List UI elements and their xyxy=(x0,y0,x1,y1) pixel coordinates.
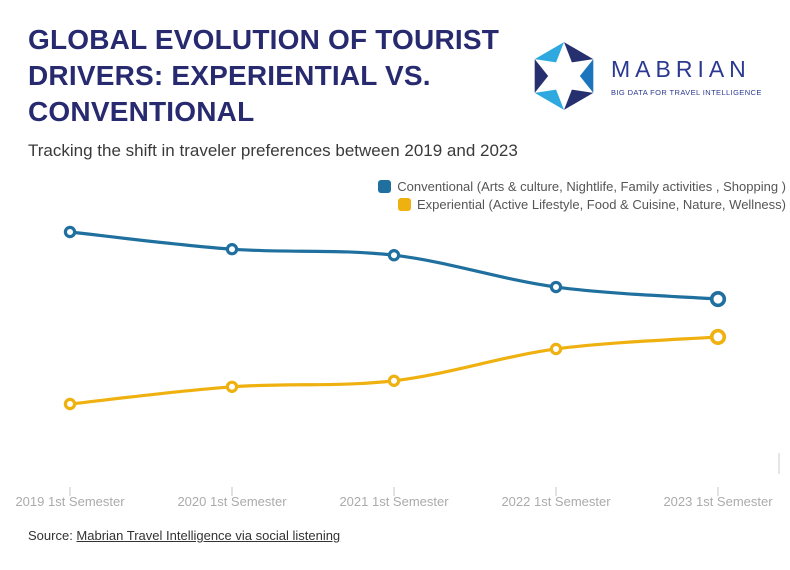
conventional-line xyxy=(69,230,719,301)
logo-text: MABRIAN BIG DATA FOR TRAVEL INTELLIGENCE xyxy=(611,56,762,97)
x-axis-label: 2021 1st Semester xyxy=(339,494,449,509)
conventional-swatch-icon xyxy=(378,180,392,193)
source-prefix: Source: xyxy=(28,528,77,543)
page-title-line-3: CONVENTIONAL xyxy=(28,96,255,127)
experiential-data-point[interactable] xyxy=(709,328,727,346)
x-axis-label: 2019 1st Semester xyxy=(15,494,125,509)
logo-wordmark: MABRIAN xyxy=(611,55,751,82)
mabrian-hexagon-icon xyxy=(534,42,594,110)
mabrian-logo: MABRIAN BIG DATA FOR TRAVEL INTELLIGENCE xyxy=(528,40,762,112)
experiential-data-point[interactable] xyxy=(225,380,239,393)
experiential-data-point[interactable] xyxy=(63,397,77,411)
chart-legend: Conventional (Arts & culture, Nightlife,… xyxy=(378,179,786,212)
x-axis-label: 2023 1st Semester xyxy=(663,494,773,509)
source-link[interactable]: Mabrian Travel Intelligence via social l… xyxy=(76,528,341,543)
x-axis-label: 2022 1st Semester xyxy=(501,494,611,509)
legend-label-experiential: Experiential (Active Lifestyle, Food & C… xyxy=(417,197,786,212)
experiential-data-point[interactable] xyxy=(387,374,401,387)
legend-item-conventional[interactable]: Conventional (Arts & culture, Nightlife,… xyxy=(378,179,786,194)
experiential-line xyxy=(69,335,719,406)
legend-label-conventional: Conventional (Arts & culture, Nightlife,… xyxy=(397,179,786,194)
experiential-swatch-icon xyxy=(398,198,412,211)
conventional-data-point[interactable] xyxy=(225,242,239,256)
conventional-data-point[interactable] xyxy=(709,290,727,308)
page-title: GLOBAL EVOLUTION OF TOURIST DRIVERS: EXP… xyxy=(28,22,528,130)
experiential-data-point[interactable] xyxy=(549,342,563,356)
page-title-line-1: GLOBAL EVOLUTION OF TOURIST xyxy=(28,24,500,55)
conventional-data-point[interactable] xyxy=(387,249,401,262)
source-line: Source: Mabrian Travel Intelligence via … xyxy=(28,528,340,543)
conventional-data-point[interactable] xyxy=(63,225,77,239)
x-axis-label: 2020 1st Semester xyxy=(177,494,287,509)
x-axis-ticks xyxy=(69,453,780,496)
logo-tagline: BIG DATA FOR TRAVEL INTELLIGENCE xyxy=(611,87,762,97)
page-title-line-2: DRIVERS: EXPERIENTIAL VS. xyxy=(28,60,431,91)
conventional-data-point[interactable] xyxy=(549,280,563,294)
page-subtitle: Tracking the shift in traveler preferenc… xyxy=(28,141,518,160)
legend-item-experiential[interactable]: Experiential (Active Lifestyle, Food & C… xyxy=(398,197,786,212)
series-layer xyxy=(63,225,727,411)
